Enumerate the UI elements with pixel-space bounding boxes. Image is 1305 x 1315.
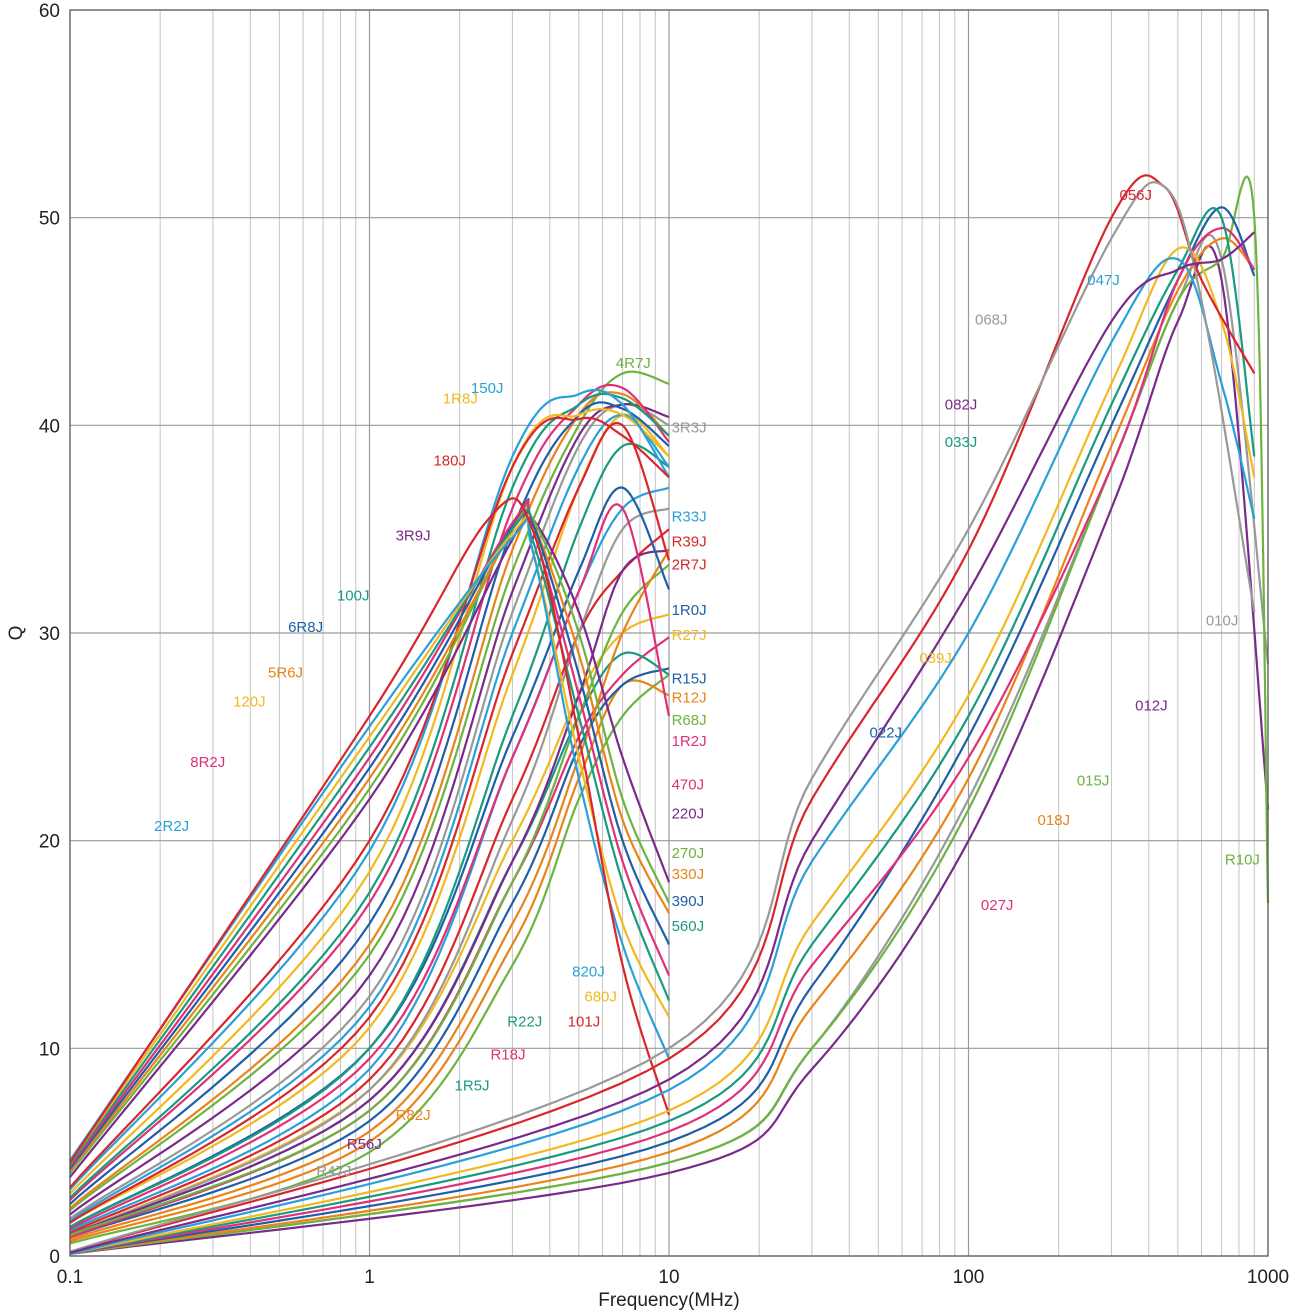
x-axis-title: Frequency(MHz) — [598, 1290, 739, 1311]
y-tick-label: 30 — [39, 624, 60, 645]
curve-label-680j: 680J — [584, 988, 617, 1005]
series-line-2r2j — [69, 413, 670, 1222]
curve-label-390j: 390J — [672, 893, 705, 910]
curve-label-270j: 270J — [672, 845, 705, 862]
y-tick-label: 50 — [39, 209, 60, 230]
series-line-r56j — [69, 548, 670, 1237]
series-line-100j — [69, 392, 670, 1199]
series-line-r82j — [69, 549, 670, 1241]
curve-label-r39j: R39J — [672, 534, 707, 551]
series-line-150j — [69, 388, 670, 1191]
series-line-r12j — [69, 679, 670, 1243]
series-line-033j — [69, 207, 1256, 1255]
curve-label-027j: 027J — [981, 897, 1014, 914]
curve-label-2r2j: 2R2J — [154, 818, 189, 835]
curve-label-022j: 022J — [870, 725, 903, 742]
curve-label-r15j: R15J — [672, 671, 707, 688]
series-line-r15j — [69, 667, 670, 1239]
curve-label-010j: 010J — [1206, 613, 1239, 630]
curve-label-5r6j: 5R6J — [268, 664, 303, 681]
curve-label-8r2j: 8R2J — [190, 754, 225, 771]
y-axis-title: Q — [6, 626, 27, 641]
y-tick-label: 40 — [39, 416, 60, 437]
curve-label-1r8j: 1R8J — [443, 390, 478, 407]
series-line-180j — [69, 416, 670, 1189]
curve-label-r56j: R56J — [347, 1136, 382, 1153]
series-line-1r2j — [69, 503, 671, 1230]
curve-label-1r5j: 1R5J — [455, 1078, 490, 1095]
series-line-027j — [69, 226, 1256, 1255]
curve-label-082j: 082J — [945, 397, 978, 414]
y-tick-label: 60 — [39, 1, 60, 22]
curve-label-r82j: R82J — [396, 1107, 431, 1124]
curve-label-220j: 220J — [672, 806, 705, 823]
series-line-039j — [69, 246, 1256, 1255]
series-line-8r2j — [69, 383, 670, 1201]
curve-label-056j: 056J — [1119, 187, 1152, 204]
curve-label-3r9j: 3R9J — [396, 527, 431, 544]
series-line-r10j — [69, 673, 670, 1245]
x-tick-label: 1000 — [1247, 1267, 1289, 1288]
curve-label-018j: 018J — [1038, 812, 1071, 829]
series-line-3r9j — [69, 403, 670, 1216]
series-line-056j — [69, 174, 1256, 1253]
curve-label-820j: 820J — [572, 963, 605, 980]
series-line-270j — [69, 499, 671, 1174]
series-line-082j — [69, 231, 1256, 1254]
curve-label-1r2j: 1R2J — [672, 733, 707, 750]
curve-label-3r3j: 3R3J — [672, 419, 707, 436]
curve-label-r33j: R33J — [672, 509, 707, 526]
curve-label-560j: 560J — [672, 918, 705, 935]
series-line-r68j — [69, 563, 670, 1237]
curve-label-r10j: R10J — [1225, 851, 1260, 868]
curve-label-r18j: R18J — [490, 1047, 525, 1064]
series-line-012j — [69, 245, 1270, 1255]
curve-label-150j: 150J — [471, 380, 504, 397]
curve-label-015j: 015J — [1077, 772, 1110, 789]
curve-label-330j: 330J — [672, 866, 705, 883]
series-line-560j — [69, 507, 671, 1166]
x-tick-label: 100 — [953, 1267, 985, 1288]
series-line-022j — [69, 206, 1256, 1255]
curve-label-100j: 100J — [337, 588, 370, 605]
curve-label-047j: 047J — [1087, 272, 1120, 289]
curve-label-r27j: R27J — [672, 627, 707, 644]
curve-label-1r0j: 1R0J — [672, 602, 707, 619]
series-line-4r7j — [69, 370, 670, 1212]
series-line-390j — [69, 498, 671, 1170]
curve-label-470j: 470J — [672, 777, 705, 794]
curve-label-180j: 180J — [433, 453, 466, 470]
curve-label-039j: 039J — [919, 650, 952, 667]
x-tick-label: 10 — [658, 1267, 679, 1288]
curve-label-2r7j: 2R7J — [672, 556, 707, 573]
y-tick-label: 10 — [39, 1039, 60, 1060]
curve-label-101j: 101J — [568, 1013, 601, 1030]
series-line-5r6j — [69, 391, 670, 1210]
curve-label-r22j: R22J — [507, 1013, 542, 1030]
curve-label-4r7j: 4R7J — [616, 355, 651, 372]
curve-label-068j: 068J — [975, 311, 1008, 328]
x-tick-label: 0.1 — [57, 1267, 83, 1288]
series-line-047j — [69, 257, 1256, 1255]
series-line-820j — [69, 516, 671, 1162]
y-tick-label: 0 — [49, 1247, 60, 1268]
curve-label-033j: 033J — [945, 434, 978, 451]
x-tick-label: 1 — [364, 1267, 375, 1288]
series-line-r47j — [69, 507, 670, 1237]
curve-label-012j: 012J — [1135, 698, 1168, 715]
curve-label-r68j: R68J — [672, 712, 707, 729]
y-tick-label: 20 — [39, 832, 60, 853]
curve-label-r12j: R12J — [672, 689, 707, 706]
series-line-101j — [69, 497, 671, 1164]
series-line-068j — [69, 181, 1256, 1253]
curve-label-r47j: R47J — [316, 1163, 351, 1180]
series-line-018j — [69, 237, 1256, 1255]
curve-label-120j: 120J — [233, 694, 266, 711]
curve-label-6r8j: 6R8J — [288, 619, 323, 636]
series-line-120j — [69, 408, 670, 1195]
